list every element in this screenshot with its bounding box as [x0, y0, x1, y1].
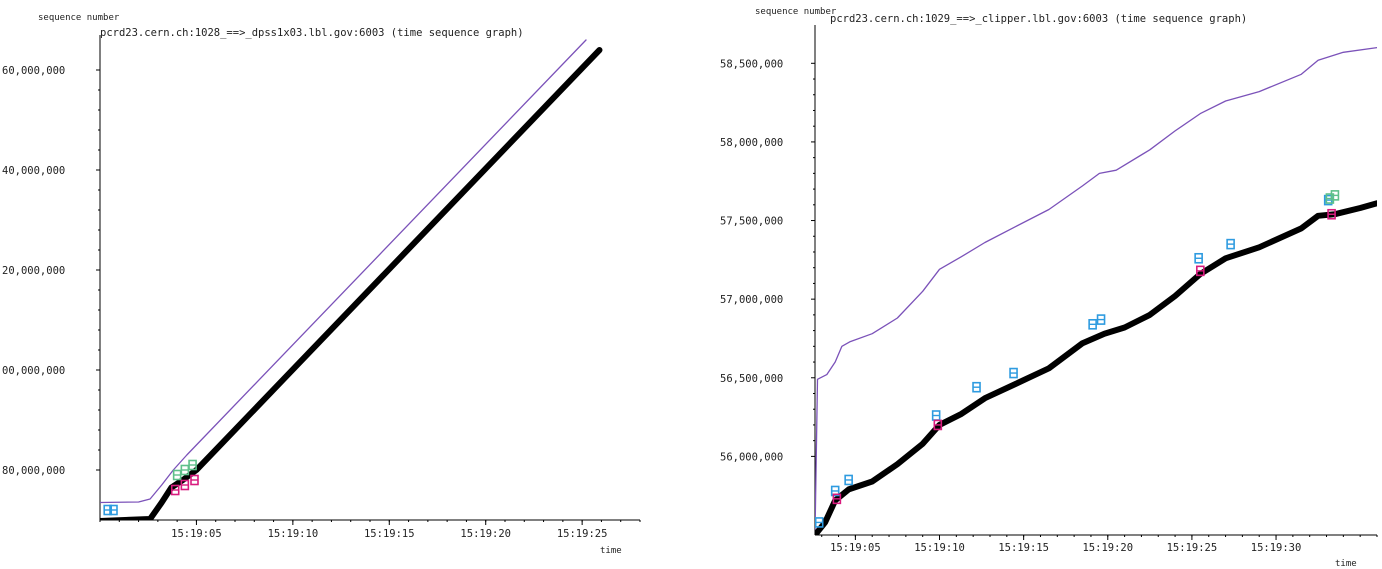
chart-title: pcrd23.cern.ch:1029_==>_clipper.lbl.gov:…: [830, 13, 1247, 25]
chart-title: pcrd23.cern.ch:1028_==>_dpss1x03.lbl.gov…: [100, 27, 524, 39]
x-tick-label: 15:19:30: [1251, 542, 1302, 554]
left-time-sequence-graph: 60,000,000 40,000,000 20,000,000 00,000,000…: [2, 13, 641, 556]
x-tick-label: 15:19:15: [998, 542, 1049, 554]
right-time-sequence-graph: 58,500,000 58,000,000 57,500,000 57,000,000…: [720, 7, 1378, 569]
y-axis-label: sequence number: [755, 7, 837, 17]
x-tick-label: 15:19:25: [557, 528, 608, 540]
y-tick-label: 20,000,000: [2, 265, 65, 277]
x-tick-label: 15:19:20: [460, 528, 511, 540]
x-tick-label: 15:19:15: [364, 528, 415, 540]
x-axis-label: time: [600, 546, 622, 556]
y-tick-label: 00,000,000: [2, 365, 65, 377]
sequence-line: [815, 200, 1377, 535]
y-tick-label: 57,000,000: [720, 294, 783, 306]
y-tick-label: 58,500,000: [720, 58, 783, 70]
y-tick-label: 58,000,000: [720, 137, 783, 149]
x-tick-label: 15:19:05: [830, 542, 881, 554]
x-tick-label: 15:19:10: [914, 542, 965, 554]
x-tick-label: 15:19:05: [171, 528, 222, 540]
x-tick-label: 15:19:25: [1167, 542, 1218, 554]
right-chart-panel: 58,500,000 58,000,000 57,500,000 57,000,000…: [700, 0, 1382, 569]
advertised-window-line: [815, 46, 1377, 535]
advertised-window-line: [100, 39, 587, 504]
plot-area: [100, 39, 603, 520]
y-tick-label: 80,000,000: [2, 465, 65, 477]
y-axis-label: sequence number: [38, 13, 120, 23]
x-tick-label: 15:19:10: [268, 528, 319, 540]
y-tick-label: 60,000,000: [2, 65, 65, 77]
y-tick-label: 56,500,000: [720, 373, 783, 385]
left-chart-panel: 60,000,000 40,000,000 20,000,000 00,000,000…: [0, 0, 660, 569]
x-axis-label: time: [1335, 559, 1357, 569]
y-tick-label: 56,000,000: [720, 451, 783, 463]
x-tick-label: 15:19:20: [1082, 542, 1133, 554]
y-tick-label: 40,000,000: [2, 165, 65, 177]
y-tick-label: 57,500,000: [720, 216, 783, 228]
plot-area: [815, 46, 1377, 535]
